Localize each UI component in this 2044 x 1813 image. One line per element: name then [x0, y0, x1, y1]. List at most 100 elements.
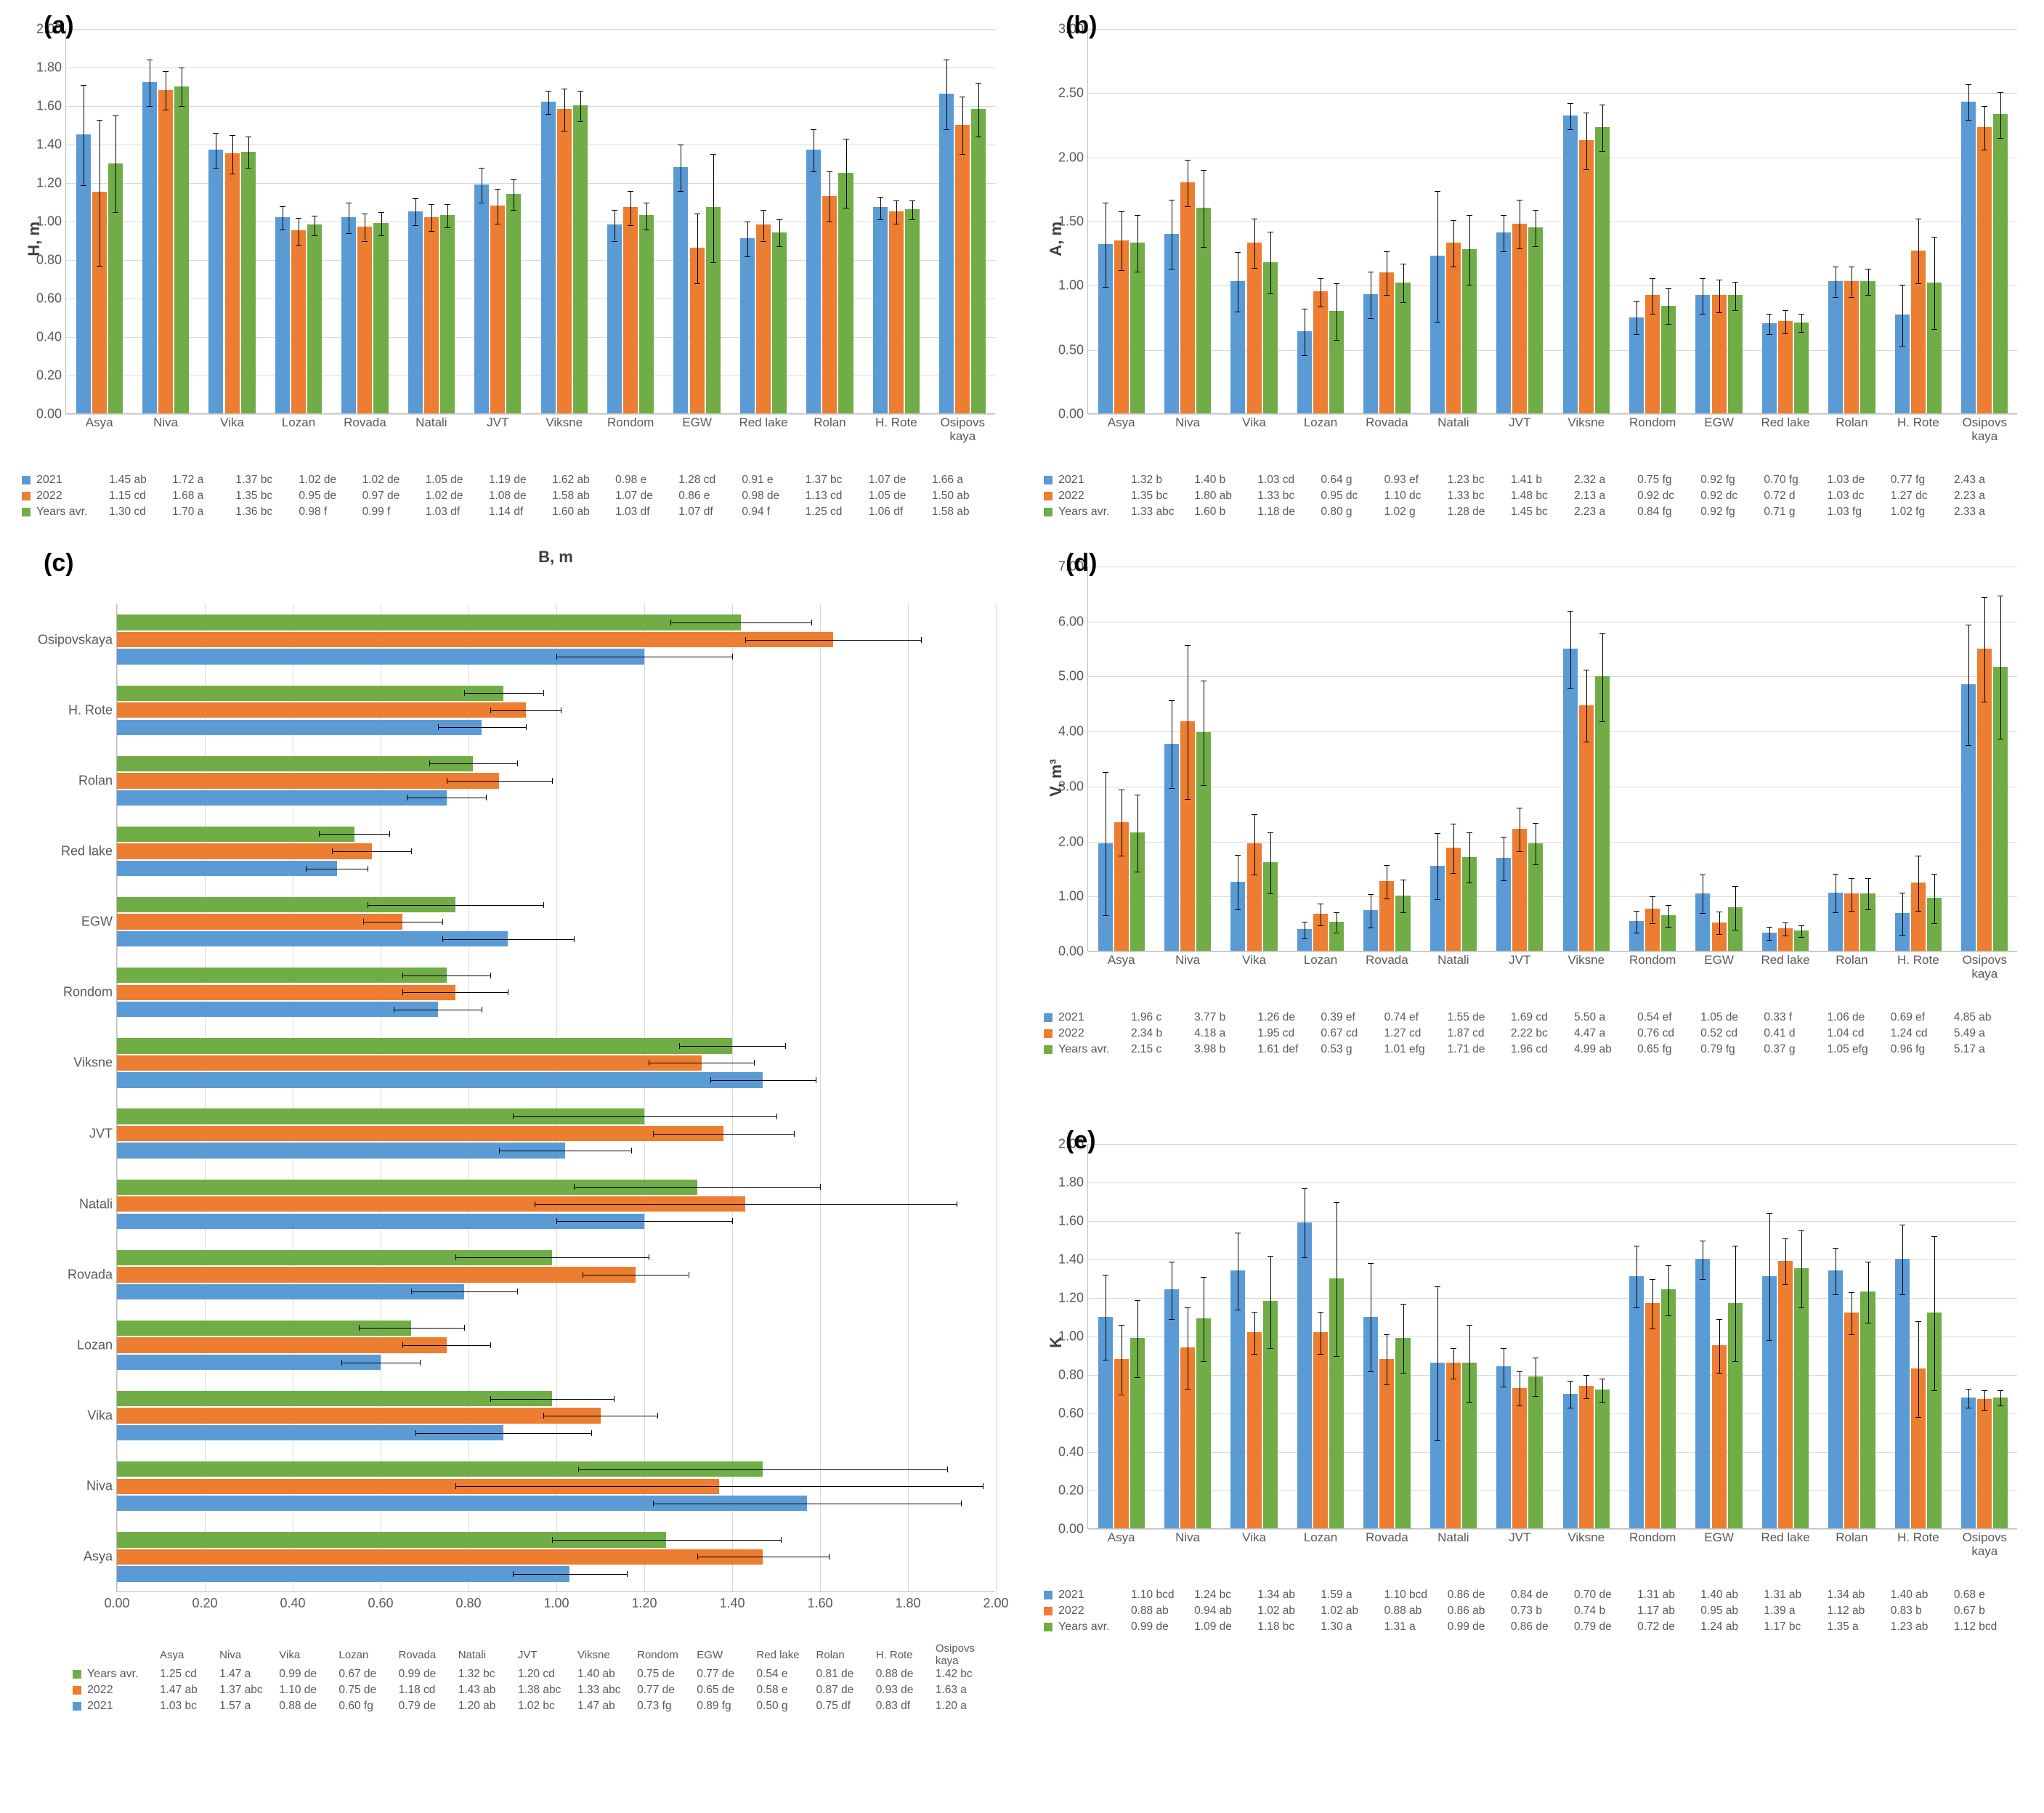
legend-series-name: 2022	[87, 1684, 160, 1697]
legend-value: 1.28 cd	[678, 474, 742, 487]
y-tick: 0.20	[36, 368, 62, 384]
bar	[1563, 115, 1578, 413]
bar	[1164, 1289, 1179, 1528]
legend-value: 1.48 bc	[1511, 490, 1574, 503]
legend-value: 2.15 c	[1131, 1043, 1194, 1056]
legend-value: 2.23 a	[1954, 490, 2017, 503]
bar	[1297, 1222, 1312, 1528]
x-tick: 1.40	[719, 1596, 745, 1611]
panel-b: (b)0.000.501.001.502.002.503.00A, mAsyaN…	[1029, 7, 2032, 530]
legend-value: 1.40 ab	[1700, 1589, 1764, 1602]
legend-row: 20211.32 b1.40 b1.03 cd0.64 g0.93 ef1.23…	[1044, 472, 2017, 488]
chart-title: B, m	[116, 545, 995, 568]
x-category: Natali	[1437, 1531, 1469, 1545]
bar	[1579, 1386, 1594, 1528]
x-category: H. Rote	[1897, 954, 1939, 968]
legend-value: 1.09 de	[1194, 1621, 1257, 1634]
legend-value: 1.35 a	[1828, 1621, 1891, 1634]
legend-value: 0.54 e	[756, 1668, 816, 1681]
x-category: Rondom	[607, 416, 654, 430]
bar	[772, 232, 787, 413]
bar	[225, 153, 240, 413]
legend-value: 0.92 fg	[1700, 474, 1764, 487]
legend-value: 1.40 ab	[577, 1668, 637, 1681]
legend-value: 0.75 de	[637, 1668, 697, 1681]
bar	[117, 632, 833, 647]
legend-value: 1.05 de	[869, 490, 932, 503]
legend-category-header: EGW	[697, 1649, 756, 1661]
x-category: JVT	[1509, 416, 1530, 430]
legend-value: 1.62 ab	[552, 474, 615, 487]
legend-value: 1.50 ab	[932, 490, 995, 503]
legend-value: 1.05 de	[1700, 1011, 1764, 1024]
legend-value: 1.03 fg	[1828, 506, 1891, 519]
legend-value: 1.33 bc	[1448, 490, 1511, 503]
y-category: Asya	[84, 1549, 113, 1565]
legend-swatch	[1044, 476, 1053, 484]
legend-value: 0.77 de	[697, 1668, 756, 1681]
bar	[117, 914, 402, 929]
bar	[1695, 1259, 1710, 1528]
bar	[1512, 224, 1527, 413]
x-category: Rolan	[1836, 1531, 1867, 1545]
legend-value: 5.17 a	[1954, 1043, 2017, 1056]
x-category: Osipovskaya	[1963, 416, 2007, 443]
legend-category-header: Vika	[279, 1649, 338, 1661]
legend-row: Years avr.1.33 abc1.60 b1.18 de0.80 g1.0…	[1044, 504, 2017, 520]
panel-label: (e)	[1066, 1127, 1096, 1155]
bar	[541, 102, 556, 413]
bar	[1860, 281, 1875, 413]
y-category: Niva	[86, 1479, 113, 1494]
x-category: JVT	[1509, 954, 1530, 968]
legend-value: 1.02 de	[426, 490, 489, 503]
legend-value: 1.17 bc	[1764, 1621, 1827, 1634]
y-tick: 1.80	[36, 60, 62, 76]
legend-category-header: Lozan	[338, 1649, 398, 1661]
legend-value: 0.99 de	[279, 1668, 338, 1681]
y-tick: 2.00	[1058, 150, 1084, 165]
x-category: Viksne	[1568, 954, 1605, 968]
legend-value: 1.43 ab	[458, 1684, 518, 1697]
legend-value: 0.39 ef	[1321, 1011, 1384, 1024]
x-category: EGW	[1704, 416, 1734, 430]
legend-value: 4.18 a	[1194, 1027, 1257, 1040]
y-category: Rondom	[63, 985, 113, 1000]
legend-value: 0.72 d	[1764, 490, 1827, 503]
legend-swatch	[1044, 1623, 1053, 1631]
legend-value: 0.95 ab	[1700, 1605, 1764, 1618]
y-tick: 0.40	[36, 330, 62, 345]
legend-value: 5.49 a	[1954, 1027, 2017, 1040]
legend-value: 1.37 abc	[219, 1684, 279, 1697]
legend-value: 0.99 f	[362, 506, 426, 519]
legend-series-name: Years avr.	[1058, 506, 1131, 519]
legend-value: 1.33 bc	[1257, 490, 1321, 503]
legend-value: 1.03 df	[426, 506, 489, 519]
legend-category-header: Niva	[219, 1649, 279, 1661]
x-category: Osipovskaya	[1963, 1531, 2007, 1558]
x-tick: 1.80	[895, 1596, 920, 1611]
bar	[971, 109, 986, 413]
legend-value: 1.27 dc	[1891, 490, 1954, 503]
bar	[873, 207, 888, 413]
legend-category-header: Rolan	[816, 1649, 876, 1661]
bar	[806, 150, 821, 413]
legend-value: 0.77 fg	[1891, 474, 1954, 487]
bar	[1645, 1303, 1660, 1528]
y-tick: 1.80	[1058, 1175, 1084, 1191]
legend-value: 1.31 ab	[1764, 1589, 1827, 1602]
bar	[117, 1055, 702, 1071]
x-category: Lozan	[1304, 954, 1337, 968]
legend-value: 1.02 ab	[1321, 1605, 1384, 1618]
legend-value: 0.84 fg	[1637, 506, 1700, 519]
legend-row: 20221.47 ab1.37 abc1.10 de0.75 de1.18 cd…	[73, 1682, 995, 1698]
legend-category-header: Rovada	[399, 1649, 458, 1661]
legend-value: 1.87 cd	[1448, 1027, 1511, 1040]
bar	[1993, 114, 2008, 413]
legend-series-name: Years avr.	[36, 506, 109, 519]
legend-value: 0.98 f	[299, 506, 362, 519]
x-category: EGW	[682, 416, 712, 430]
legend-value: 3.77 b	[1194, 1011, 1257, 1024]
legend-category-header: H. Rote	[876, 1649, 936, 1661]
x-category: JVT	[1509, 1531, 1530, 1545]
bar	[307, 224, 322, 413]
